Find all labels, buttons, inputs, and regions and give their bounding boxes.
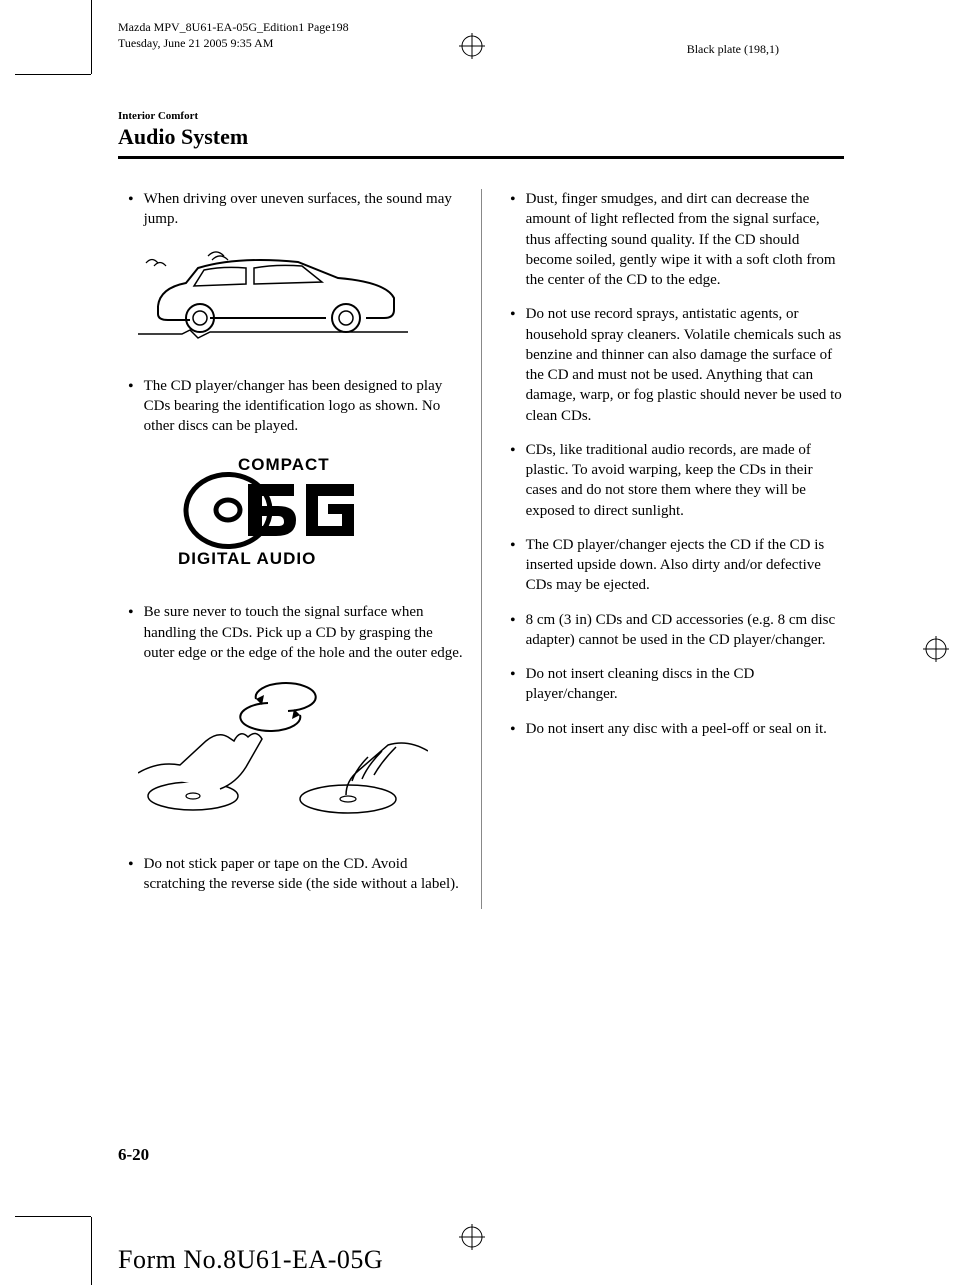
bullet-text: Do not stick paper or tape on the CD. Av… — [144, 854, 463, 895]
bullet-text: The CD player/changer ejects the CD if t… — [526, 535, 844, 596]
logo-text-top: COMPACT — [238, 455, 330, 474]
crop-mark — [91, 1217, 92, 1285]
bullet-text: 8 cm (3 in) CDs and CD accessories (e.g.… — [526, 610, 844, 651]
crop-mark — [15, 74, 91, 75]
title-rule — [118, 156, 844, 159]
list-item: • Do not insert any disc with a peel-off… — [500, 719, 844, 741]
bullet-icon: • — [128, 602, 134, 663]
registration-mark-icon — [459, 33, 485, 64]
compact-disc-logo: COMPACT DIGITAL AUDIO — [178, 454, 463, 574]
registration-mark-icon — [923, 636, 949, 667]
list-item: • Do not insert cleaning discs in the CD… — [500, 664, 844, 705]
bullet-text: Do not use record sprays, antistatic age… — [526, 304, 844, 426]
list-item: • The CD player/changer ejects the CD if… — [500, 535, 844, 596]
bullet-icon: • — [128, 376, 134, 437]
registration-mark-icon — [459, 1224, 485, 1255]
bullet-text: The CD player/changer has been designed … — [144, 376, 463, 437]
list-item: • CDs, like traditional audio records, a… — [500, 440, 844, 521]
bullet-icon: • — [510, 610, 516, 651]
bullet-text: Do not insert cleaning discs in the CD p… — [526, 664, 844, 705]
list-item: • Be sure never to touch the signal surf… — [118, 602, 463, 663]
list-item: • The CD player/changer has been designe… — [118, 376, 463, 437]
meta-line-1: Mazda MPV_8U61-EA-05G_Edition1 Page198 — [118, 20, 349, 36]
meta-line-2: Tuesday, June 21 2005 9:35 AM — [118, 36, 349, 52]
page-number: 6-20 — [118, 1145, 149, 1165]
section-label: Interior Comfort — [118, 110, 844, 122]
bullet-text: Dust, finger smudges, and dirt can decre… — [526, 189, 844, 290]
bullet-text: When driving over uneven surfaces, the s… — [144, 189, 463, 230]
two-column-layout: • When driving over uneven surfaces, the… — [118, 189, 844, 909]
list-item: • Do not stick paper or tape on the CD. … — [118, 854, 463, 895]
car-bump-illustration — [138, 248, 463, 348]
logo-text-bottom: DIGITAL AUDIO — [178, 549, 316, 568]
bullet-icon: • — [510, 535, 516, 596]
bullet-icon: • — [510, 440, 516, 521]
list-item: • When driving over uneven surfaces, the… — [118, 189, 463, 230]
list-item: • 8 cm (3 in) CDs and CD accessories (e.… — [500, 610, 844, 651]
bullet-icon: • — [510, 304, 516, 426]
print-metadata: Mazda MPV_8U61-EA-05G_Edition1 Page198 T… — [118, 20, 349, 51]
bullet-icon: • — [128, 854, 134, 895]
cd-handling-illustration — [138, 681, 463, 826]
list-item: • Do not use record sprays, antistatic a… — [500, 304, 844, 426]
bullet-text: Be sure never to touch the signal surfac… — [144, 602, 463, 663]
plate-info: Black plate (198,1) — [687, 42, 779, 57]
crop-mark — [91, 0, 92, 74]
bullet-icon: • — [510, 189, 516, 290]
left-column: • When driving over uneven surfaces, the… — [118, 189, 481, 909]
bullet-icon: • — [510, 664, 516, 705]
page-body: Interior Comfort Audio System • When dri… — [118, 110, 844, 1145]
form-number: Form No.8U61-EA-05G — [118, 1245, 383, 1275]
section-title: Audio System — [118, 124, 844, 150]
bullet-text: CDs, like traditional audio records, are… — [526, 440, 844, 521]
crop-mark — [15, 1216, 91, 1217]
bullet-icon: • — [128, 189, 134, 230]
list-item: • Dust, finger smudges, and dirt can dec… — [500, 189, 844, 290]
right-column: • Dust, finger smudges, and dirt can dec… — [481, 189, 844, 909]
bullet-text: Do not insert any disc with a peel-off o… — [526, 719, 844, 741]
bullet-icon: • — [510, 719, 516, 741]
